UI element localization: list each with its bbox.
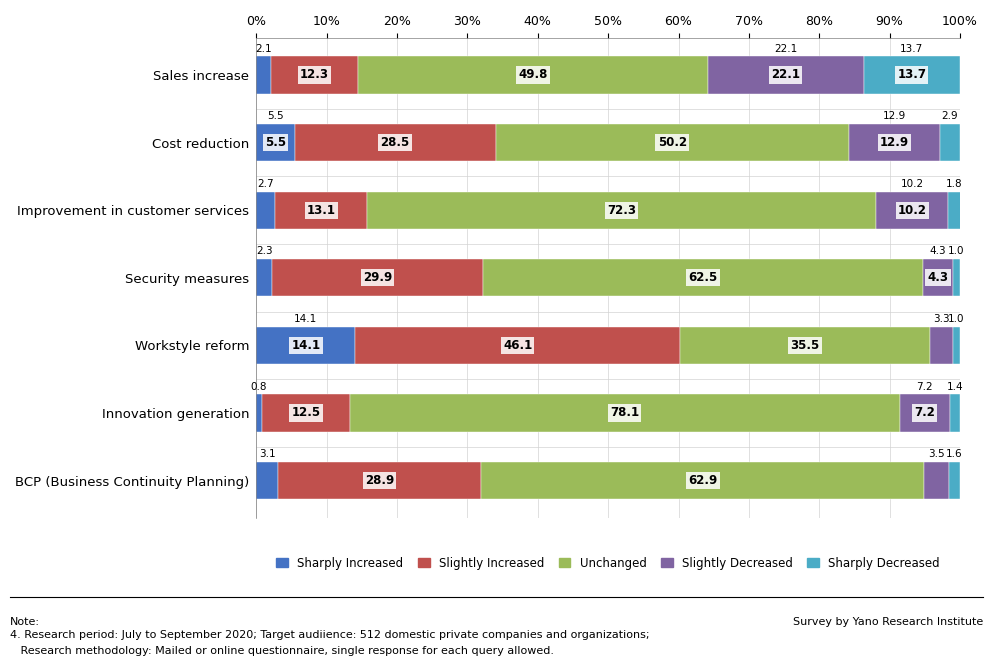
Bar	[350, 394, 900, 432]
Text: 3.3: 3.3	[933, 314, 949, 324]
Text: 4. Research period: July to September 2020; Target audiience: 512 domestic priva: 4. Research period: July to September 20…	[10, 630, 649, 640]
Bar	[948, 191, 961, 229]
Text: 12.3: 12.3	[300, 69, 329, 81]
Text: 2.7: 2.7	[257, 179, 274, 189]
Bar	[950, 394, 960, 432]
Text: 22.1: 22.1	[772, 69, 800, 81]
Legend: Sharply Increased, Slightly Increased, Unchanged, Slightly Decreased, Sharply De: Sharply Increased, Slightly Increased, U…	[271, 552, 944, 574]
Bar	[953, 259, 960, 296]
Bar	[496, 124, 849, 161]
Text: 46.1: 46.1	[503, 339, 532, 352]
Bar	[256, 191, 275, 229]
Text: 0.8: 0.8	[251, 382, 267, 392]
Bar	[256, 327, 355, 364]
Text: 29.9: 29.9	[363, 271, 392, 284]
Text: Survey by Yano Research Institute: Survey by Yano Research Institute	[792, 617, 983, 627]
Text: 7.2: 7.2	[915, 406, 935, 420]
Text: 5.5: 5.5	[267, 111, 284, 121]
Text: 49.8: 49.8	[518, 69, 547, 81]
Text: 62.9: 62.9	[688, 474, 717, 487]
Text: 1.8: 1.8	[946, 179, 963, 189]
Text: 1.0: 1.0	[948, 314, 965, 324]
Text: 14.1: 14.1	[294, 314, 318, 324]
Text: 10.2: 10.2	[901, 179, 923, 189]
Bar	[849, 124, 939, 161]
Text: 1.4: 1.4	[946, 382, 963, 392]
Text: 2.9: 2.9	[941, 111, 958, 121]
Text: 28.5: 28.5	[380, 136, 410, 149]
Text: 50.2: 50.2	[657, 136, 687, 149]
Bar	[278, 462, 482, 499]
Bar	[482, 462, 924, 499]
Bar	[953, 327, 960, 364]
Text: 3.1: 3.1	[259, 450, 275, 460]
Text: Note:: Note:	[10, 617, 40, 627]
Text: 1.6: 1.6	[946, 450, 963, 460]
Text: 13.7: 13.7	[898, 69, 926, 81]
Bar	[271, 56, 357, 93]
Text: 5.5: 5.5	[265, 136, 286, 149]
Text: 22.1: 22.1	[775, 43, 797, 53]
Bar	[922, 259, 953, 296]
Bar	[367, 191, 876, 229]
Bar	[924, 462, 948, 499]
Bar	[948, 462, 960, 499]
Text: 78.1: 78.1	[610, 406, 639, 420]
Bar	[262, 394, 350, 432]
Bar	[256, 259, 272, 296]
Text: 13.7: 13.7	[901, 43, 923, 53]
Bar	[876, 191, 948, 229]
Bar	[272, 259, 483, 296]
Bar	[864, 56, 960, 93]
Bar	[256, 394, 262, 432]
Bar	[357, 56, 708, 93]
Bar	[680, 327, 929, 364]
Text: 12.5: 12.5	[291, 406, 321, 420]
Text: 35.5: 35.5	[790, 339, 819, 352]
Text: 2.1: 2.1	[255, 43, 272, 53]
Bar	[900, 394, 950, 432]
Text: 2.3: 2.3	[256, 246, 273, 256]
Bar	[708, 56, 864, 93]
Bar	[939, 124, 960, 161]
Bar	[256, 124, 295, 161]
Text: 4.3: 4.3	[927, 271, 948, 284]
Text: 28.9: 28.9	[365, 474, 394, 487]
Text: 72.3: 72.3	[608, 203, 637, 217]
Bar	[355, 327, 680, 364]
Bar	[483, 259, 922, 296]
Text: 62.5: 62.5	[688, 271, 717, 284]
Bar	[256, 56, 271, 93]
Text: Research methodology: Mailed or online questionnaire, single response for each q: Research methodology: Mailed or online q…	[10, 646, 554, 656]
Bar	[929, 327, 953, 364]
Bar	[275, 191, 367, 229]
Text: 3.5: 3.5	[928, 450, 944, 460]
Text: 10.2: 10.2	[898, 203, 926, 217]
Bar	[256, 462, 278, 499]
Text: 4.3: 4.3	[929, 246, 946, 256]
Bar	[295, 124, 496, 161]
Text: 13.1: 13.1	[307, 203, 336, 217]
Text: 14.1: 14.1	[291, 339, 321, 352]
Text: 7.2: 7.2	[917, 382, 933, 392]
Text: 12.9: 12.9	[880, 136, 909, 149]
Text: 1.0: 1.0	[948, 246, 965, 256]
Text: 12.9: 12.9	[883, 111, 906, 121]
